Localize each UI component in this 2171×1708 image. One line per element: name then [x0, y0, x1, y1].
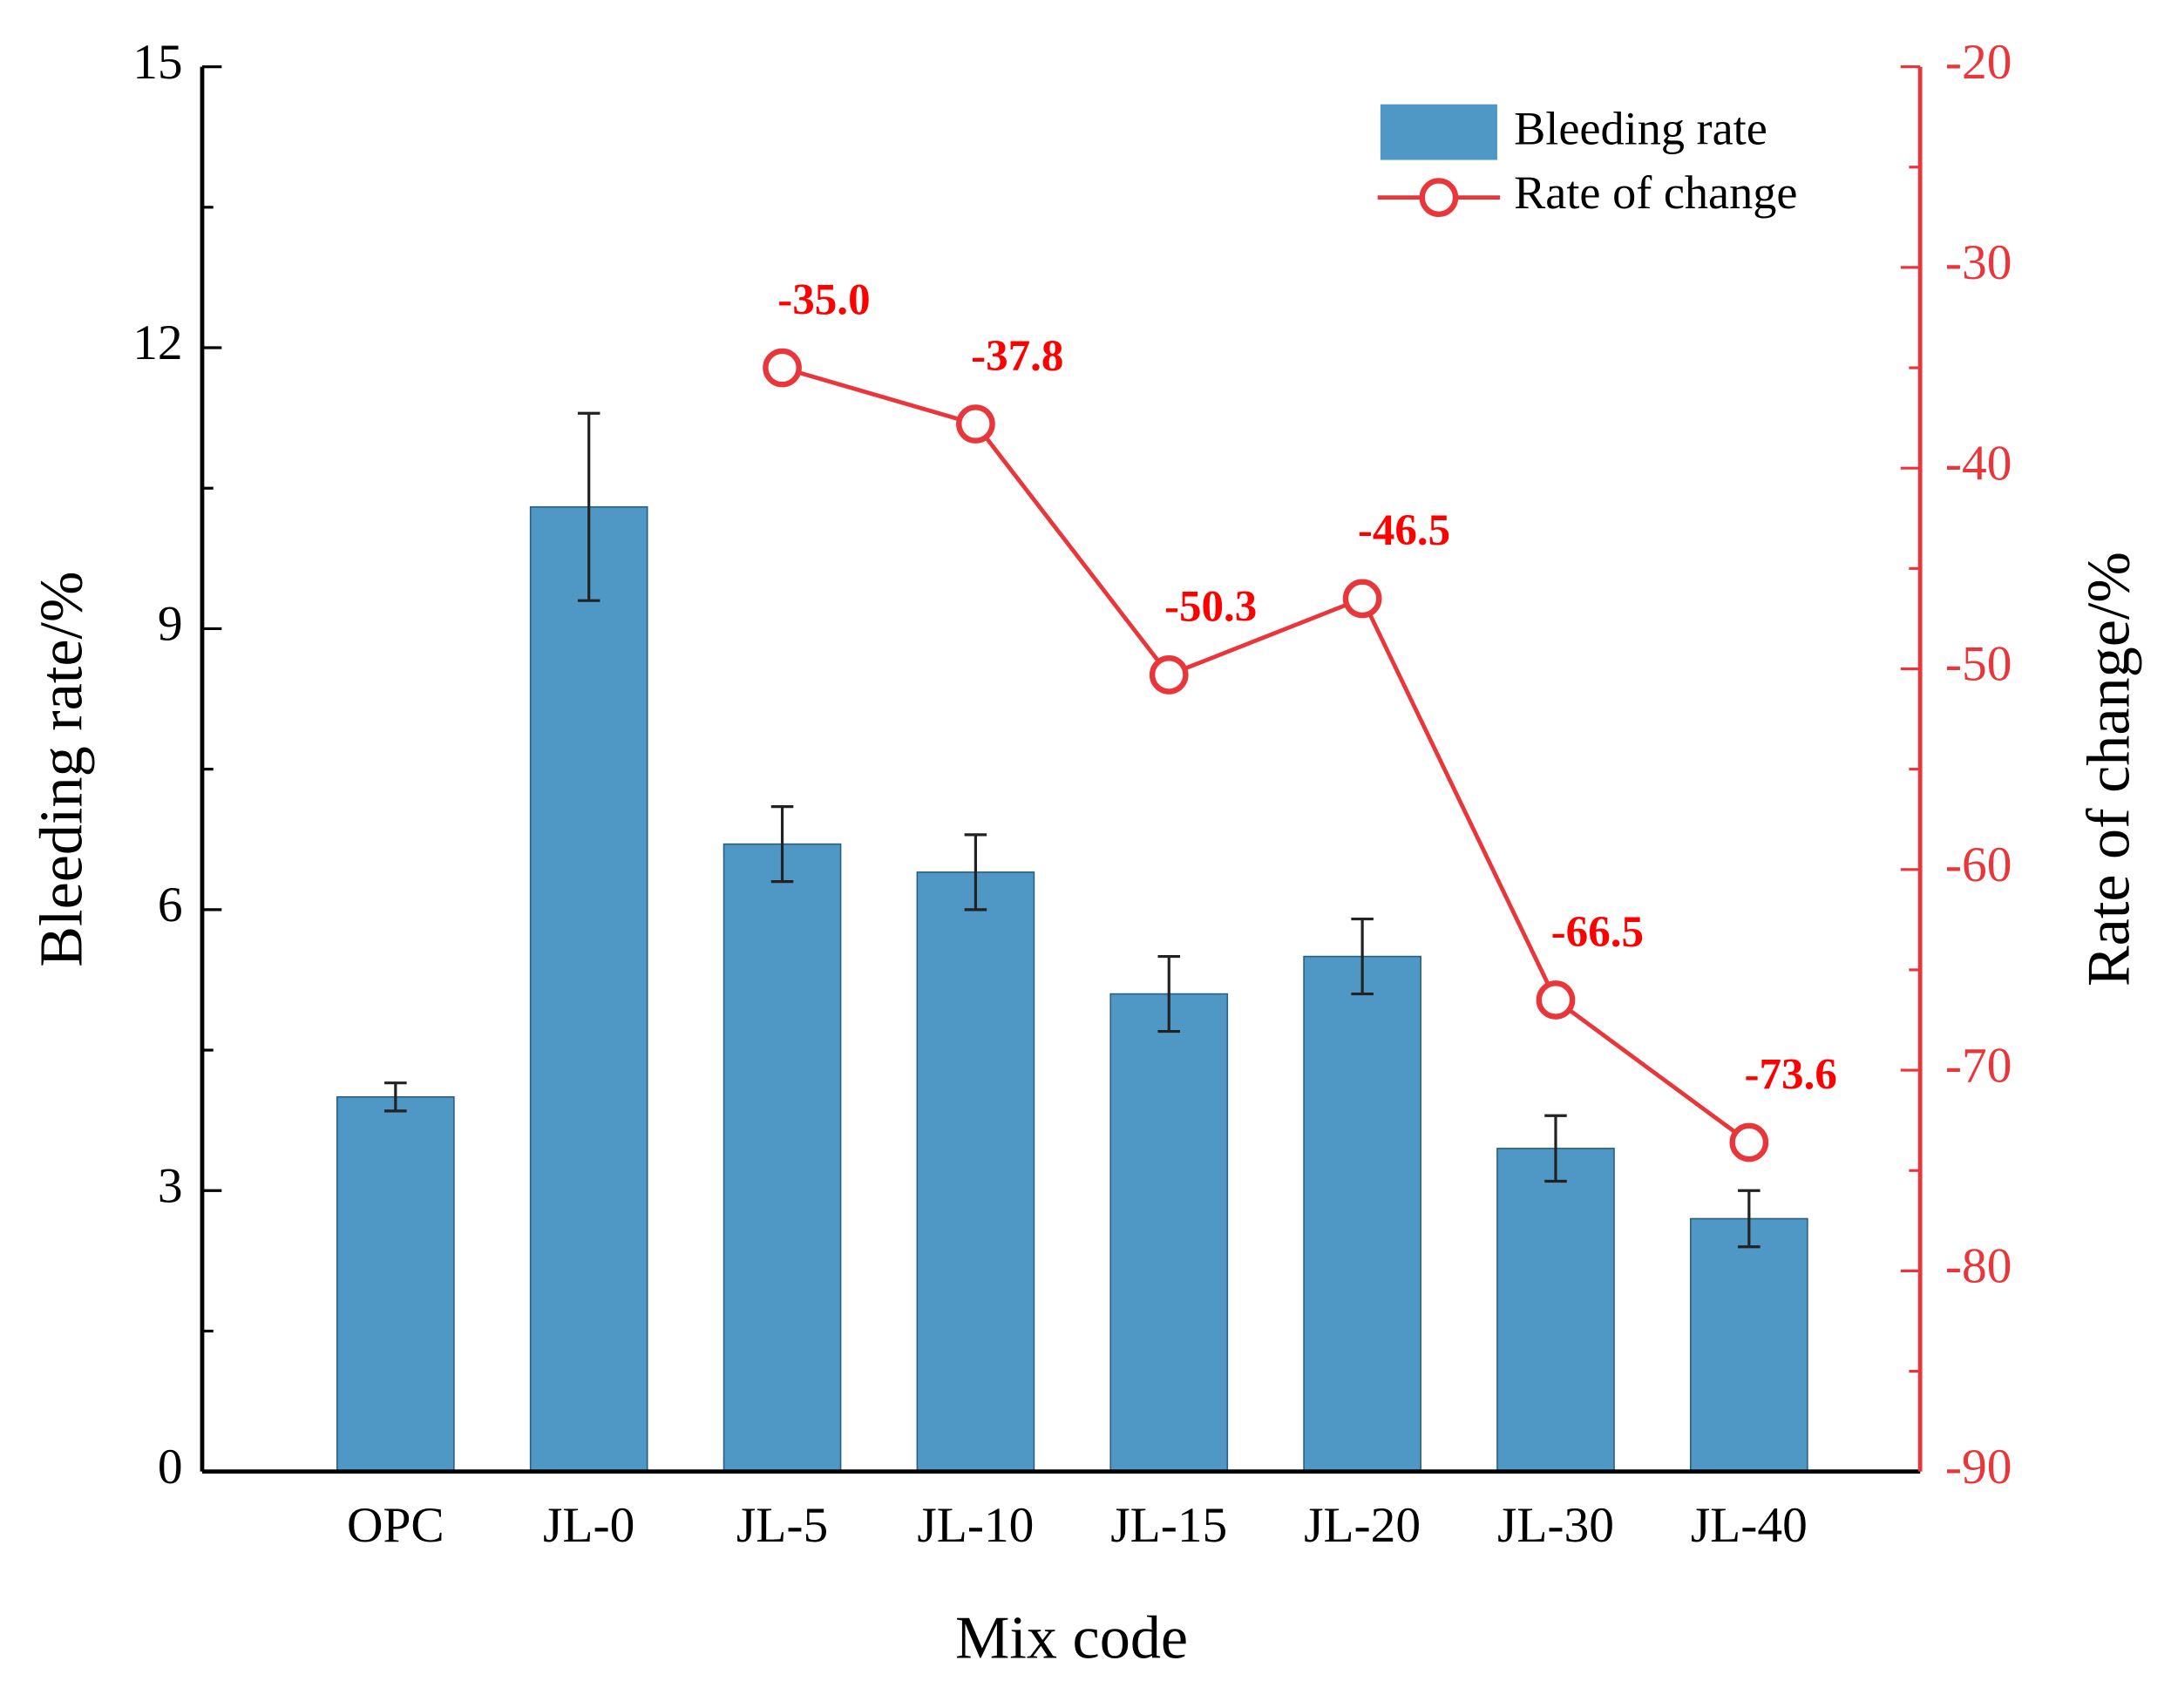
- y-tick-label: 9: [158, 597, 183, 652]
- data-label: -35.0: [777, 274, 870, 324]
- error-bar: [1544, 1114, 1567, 1183]
- error-bar: [577, 411, 600, 602]
- data-label: -50.3: [1164, 582, 1257, 632]
- y-tick-label: 12: [132, 315, 182, 370]
- bar: [1690, 1217, 1808, 1473]
- line-marker: [763, 348, 802, 388]
- line-marker: [1342, 579, 1382, 619]
- x-tick-label: JL-10: [917, 1498, 1034, 1553]
- legend-label: Rate of change: [1514, 166, 1797, 219]
- x-tick-label: JL-0: [543, 1498, 634, 1553]
- error-bar: [1351, 917, 1374, 996]
- y2-tick-label: -50: [1945, 637, 2012, 692]
- legend-swatch: [1380, 104, 1497, 160]
- bar: [529, 505, 648, 1473]
- y2-tick-label: -20: [1945, 35, 2012, 90]
- error-bar: [770, 805, 794, 884]
- line: [781, 365, 1751, 1144]
- data-label: -66.5: [1551, 907, 1644, 957]
- bar: [916, 871, 1035, 1473]
- y-tick-label: 15: [132, 35, 182, 90]
- x-tick-label: JL-30: [1497, 1498, 1614, 1553]
- bar: [1303, 955, 1421, 1473]
- x-tick-label: JL-5: [736, 1498, 828, 1553]
- x-tick-label: OPC: [347, 1498, 444, 1553]
- x-tick-label: JL-40: [1691, 1498, 1808, 1553]
- x-axis-label: Mix code: [955, 1604, 1188, 1672]
- data-label: -46.5: [1358, 505, 1450, 555]
- y-tick-label: 6: [158, 878, 183, 932]
- y-tick-label: 3: [158, 1158, 183, 1213]
- legend-label: Bleeding rate: [1514, 103, 1767, 155]
- y2-tick-label: -90: [1945, 1440, 2012, 1494]
- y2-tick-label: -70: [1945, 1038, 2012, 1093]
- line-marker: [1536, 980, 1576, 1020]
- legend-marker: [1419, 178, 1459, 217]
- bar: [336, 1095, 455, 1473]
- error-bar: [1738, 1189, 1761, 1249]
- error-bar: [1157, 954, 1181, 1034]
- bar: [723, 843, 842, 1473]
- bar: [1109, 993, 1229, 1473]
- y-tick-label: 0: [158, 1440, 183, 1494]
- x-tick-label: JL-20: [1304, 1498, 1421, 1553]
- line-marker: [956, 404, 995, 444]
- error-bar: [964, 833, 987, 912]
- data-label: -37.8: [971, 331, 1063, 381]
- line-marker: [1149, 655, 1189, 695]
- x-tick-label: JL-15: [1110, 1498, 1227, 1553]
- line-marker: [1729, 1122, 1769, 1162]
- y2-tick-label: -40: [1945, 436, 2012, 491]
- y2-tick-label: -80: [1945, 1239, 2012, 1294]
- y2-axis-label: Rate of change/%: [2075, 552, 2143, 986]
- y-axis-label: Bleeding rate/%: [27, 571, 95, 966]
- error-bar: [384, 1081, 407, 1113]
- y2-tick-label: -60: [1945, 837, 2012, 892]
- y2-tick-label: -30: [1945, 235, 2012, 290]
- data-label: -73.6: [1745, 1049, 1837, 1099]
- bar: [1496, 1148, 1615, 1473]
